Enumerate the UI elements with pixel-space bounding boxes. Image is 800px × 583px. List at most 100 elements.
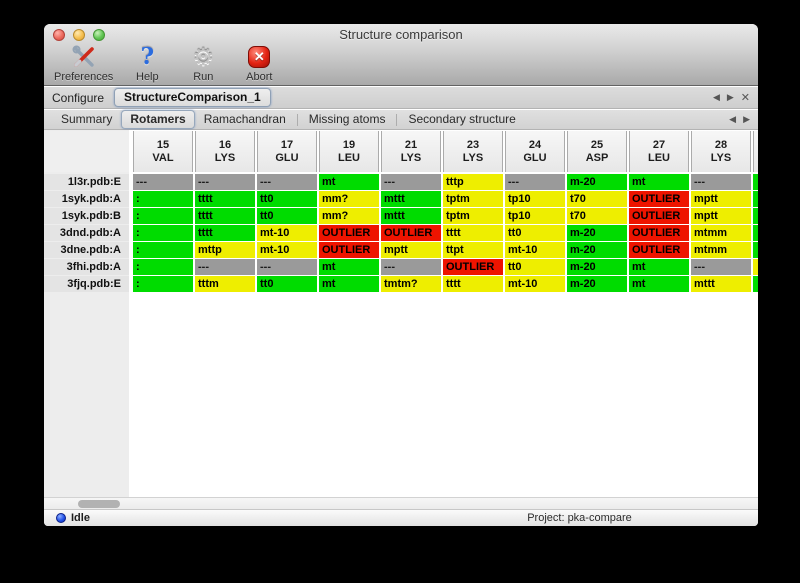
rotamer-cell[interactable]: mtmm: [691, 225, 751, 241]
rotamer-cell[interactable]: mt: [319, 276, 379, 292]
rotamer-cell[interactable]: mptt: [691, 208, 751, 224]
rotamer-cell[interactable]: mptt: [381, 242, 441, 258]
title-bar[interactable]: Structure comparison: [44, 24, 758, 44]
rotamer-cell[interactable]: OUTLIER: [443, 259, 503, 275]
rotamer-cell[interactable]: ttpt: [443, 242, 503, 258]
rotamer-cell[interactable]: tp10: [505, 208, 565, 224]
rotamer-cell[interactable]: OUTLIER: [629, 242, 689, 258]
rotamer-cell[interactable]: tt0: [505, 225, 565, 241]
close-config-icon[interactable]: ✕: [740, 92, 750, 104]
rotamer-cell[interactable]: tptm: [443, 208, 503, 224]
rotamer-cell[interactable]: ---: [133, 174, 193, 190]
rotamer-cell[interactable]: tt0: [257, 191, 317, 207]
column-header-28[interactable]: 28 LYS: [691, 131, 751, 172]
prev-arrow-icon[interactable]: ◀: [712, 92, 720, 102]
rotamer-cell[interactable]: mm?: [319, 208, 379, 224]
rotamer-cell[interactable]: tt0: [257, 208, 317, 224]
rotamer-cell[interactable]: mtmm: [691, 242, 751, 258]
tab-ramachandran[interactable]: Ramachandran: [203, 112, 286, 126]
rotamer-cell[interactable]: mptt: [691, 191, 751, 207]
rotamer-cell[interactable]: ---: [691, 174, 751, 190]
rotamer-cell[interactable]: mt: [629, 174, 689, 190]
rotamer-cell[interactable]: mt: [629, 259, 689, 275]
minimize-button[interactable]: [73, 29, 85, 41]
rotamer-cell[interactable]: m-20: [567, 174, 627, 190]
rotamer-cell[interactable]: OUTLIER: [629, 225, 689, 241]
rotamer-cell[interactable]: mttt: [381, 208, 441, 224]
rotamer-cell[interactable]: mt: [319, 259, 379, 275]
row-label[interactable]: 3fjq.pdb:E: [44, 276, 129, 292]
rotamer-cell[interactable]: t70: [567, 191, 627, 207]
rotamer-cell[interactable]: ---: [691, 259, 751, 275]
tab-rotamers[interactable]: Rotamers: [121, 110, 195, 129]
rotamer-cell[interactable]: :: [133, 259, 193, 275]
rotamer-cell[interactable]: m-20: [567, 225, 627, 241]
rotamer-cell[interactable]: mt-10: [257, 225, 317, 241]
rotamer-cell[interactable]: t70: [567, 208, 627, 224]
scrollbar-thumb[interactable]: [78, 500, 120, 508]
rotamer-cell[interactable]: :: [133, 225, 193, 241]
row-label[interactable]: 3dnd.pdb:A: [44, 225, 129, 241]
column-header-17[interactable]: 17 GLU: [257, 131, 317, 172]
rotamer-cell[interactable]: tttt: [443, 276, 503, 292]
horizontal-scrollbar[interactable]: [44, 497, 758, 510]
row-label[interactable]: 1syk.pdb:A: [44, 191, 129, 207]
rotamer-cell[interactable]: tt0: [257, 276, 317, 292]
rotamer-cell[interactable]: mt: [319, 174, 379, 190]
rotamer-cell[interactable]: :: [133, 208, 193, 224]
rotamer-cell[interactable]: ---: [257, 174, 317, 190]
tab-missing-atoms[interactable]: Missing atoms: [308, 112, 386, 126]
rotamer-cell[interactable]: ---: [257, 259, 317, 275]
rotamer-cell[interactable]: m-20: [567, 276, 627, 292]
rotamer-cell[interactable]: mt-10: [505, 276, 565, 292]
rotamer-cell[interactable]: tttp: [443, 174, 503, 190]
zoom-button[interactable]: [93, 29, 105, 41]
rotamer-cell[interactable]: ---: [195, 259, 255, 275]
row-label[interactable]: 1syk.pdb:B: [44, 208, 129, 224]
rotamer-cell[interactable]: OUTLIER: [381, 225, 441, 241]
tab-secondary-structure[interactable]: Secondary structure: [408, 112, 516, 126]
rotamer-cell[interactable]: mttt: [381, 191, 441, 207]
rotamer-cell[interactable]: m-20: [567, 242, 627, 258]
rotamer-cell[interactable]: mm?: [319, 191, 379, 207]
column-header-24[interactable]: 24 GLU: [505, 131, 565, 172]
rotamer-cell[interactable]: tttt: [195, 191, 255, 207]
rotamer-cell[interactable]: :: [133, 276, 193, 292]
next-arrow-icon[interactable]: ▶: [743, 114, 750, 124]
rotamer-cell[interactable]: ---: [505, 174, 565, 190]
column-header-25[interactable]: 25 ASP: [567, 131, 627, 172]
rotamer-cell[interactable]: tmtm?: [381, 276, 441, 292]
row-label[interactable]: 3dne.pdb:A: [44, 242, 129, 258]
rotamer-cell[interactable]: mt-10: [505, 242, 565, 258]
toolbar-button-abort[interactable]: ✕ Abort: [237, 44, 281, 83]
rotamer-cell[interactable]: m-20: [567, 259, 627, 275]
rotamer-cell[interactable]: mt: [629, 276, 689, 292]
toolbar-button-run[interactable]: ⚙ Run: [181, 44, 225, 83]
rotamer-cell[interactable]: mttt: [691, 276, 751, 292]
rotamer-cell[interactable]: OUTLIER: [629, 191, 689, 207]
column-header-27[interactable]: 27 LEU: [629, 131, 689, 172]
column-header-19[interactable]: 19 LEU: [319, 131, 379, 172]
column-header-16[interactable]: 16 LYS: [195, 131, 255, 172]
next-arrow-icon[interactable]: ▶: [726, 92, 734, 102]
rotamer-cell[interactable]: tttt: [195, 225, 255, 241]
row-label[interactable]: 1l3r.pdb:E: [44, 174, 129, 190]
rotamer-cell[interactable]: mt-10: [257, 242, 317, 258]
rotamer-cell[interactable]: OUTLIER: [319, 225, 379, 241]
rotamer-cell[interactable]: tttm: [195, 276, 255, 292]
rotamer-cell[interactable]: tptm: [443, 191, 503, 207]
rotamer-cell[interactable]: tt0: [505, 259, 565, 275]
row-label[interactable]: 3fhi.pdb:A: [44, 259, 129, 275]
column-header-15[interactable]: 15 VAL: [133, 131, 193, 172]
rotamer-cell[interactable]: :: [133, 242, 193, 258]
rotamer-cell[interactable]: tttt: [443, 225, 503, 241]
column-header-21[interactable]: 21 LYS: [381, 131, 441, 172]
toolbar-button-preferences[interactable]: Preferences: [54, 44, 113, 83]
rotamer-cell[interactable]: OUTLIER: [629, 208, 689, 224]
column-header-23[interactable]: 23 LYS: [443, 131, 503, 172]
rotamer-cell[interactable]: ---: [195, 174, 255, 190]
prev-arrow-icon[interactable]: ◀: [729, 114, 737, 124]
rotamer-cell[interactable]: tttt: [195, 208, 255, 224]
rotamer-cell[interactable]: ---: [381, 259, 441, 275]
toolbar-button-help[interactable]: ? Help: [125, 44, 169, 84]
